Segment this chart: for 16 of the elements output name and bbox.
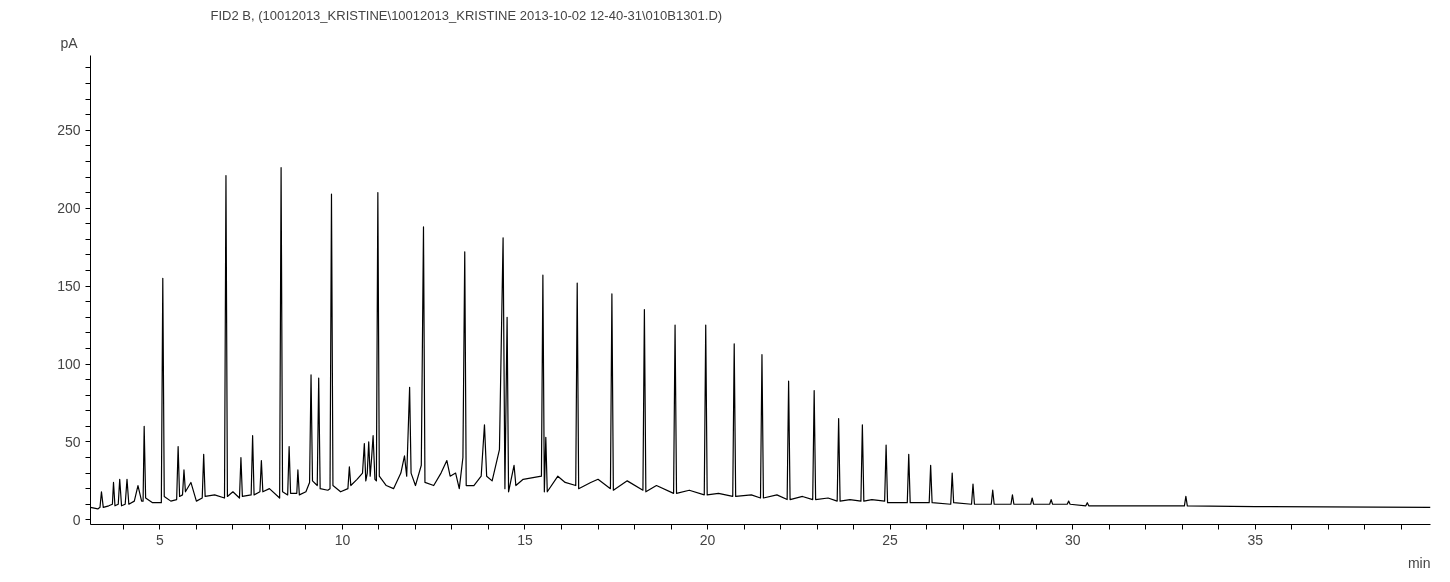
y-tick-label: 0 [72,511,81,528]
x-tick-label: 25 [882,531,899,548]
x-tick-label: 20 [699,531,716,548]
y-axis-title: pA [60,34,79,51]
y-tick-label: 50 [64,433,81,450]
x-tick-label: 5 [155,531,164,548]
y-tick-label: 150 [57,278,81,295]
x-tick-label: 35 [1247,531,1264,548]
chart-title: FID2 B, (10012013_KRISTINE\10012013_KRISTINE 2013-10-02 12-40-31\010B1301.D) [210,7,723,23]
y-tick-label: 200 [57,200,81,217]
x-tick-label: 15 [517,531,533,548]
y-tick-label: 250 [57,122,81,139]
x-tick-label: 30 [1064,531,1081,548]
y-tick-label: 100 [57,356,81,373]
x-tick-label: 10 [334,531,351,548]
x-axis-title: min [1407,554,1431,571]
